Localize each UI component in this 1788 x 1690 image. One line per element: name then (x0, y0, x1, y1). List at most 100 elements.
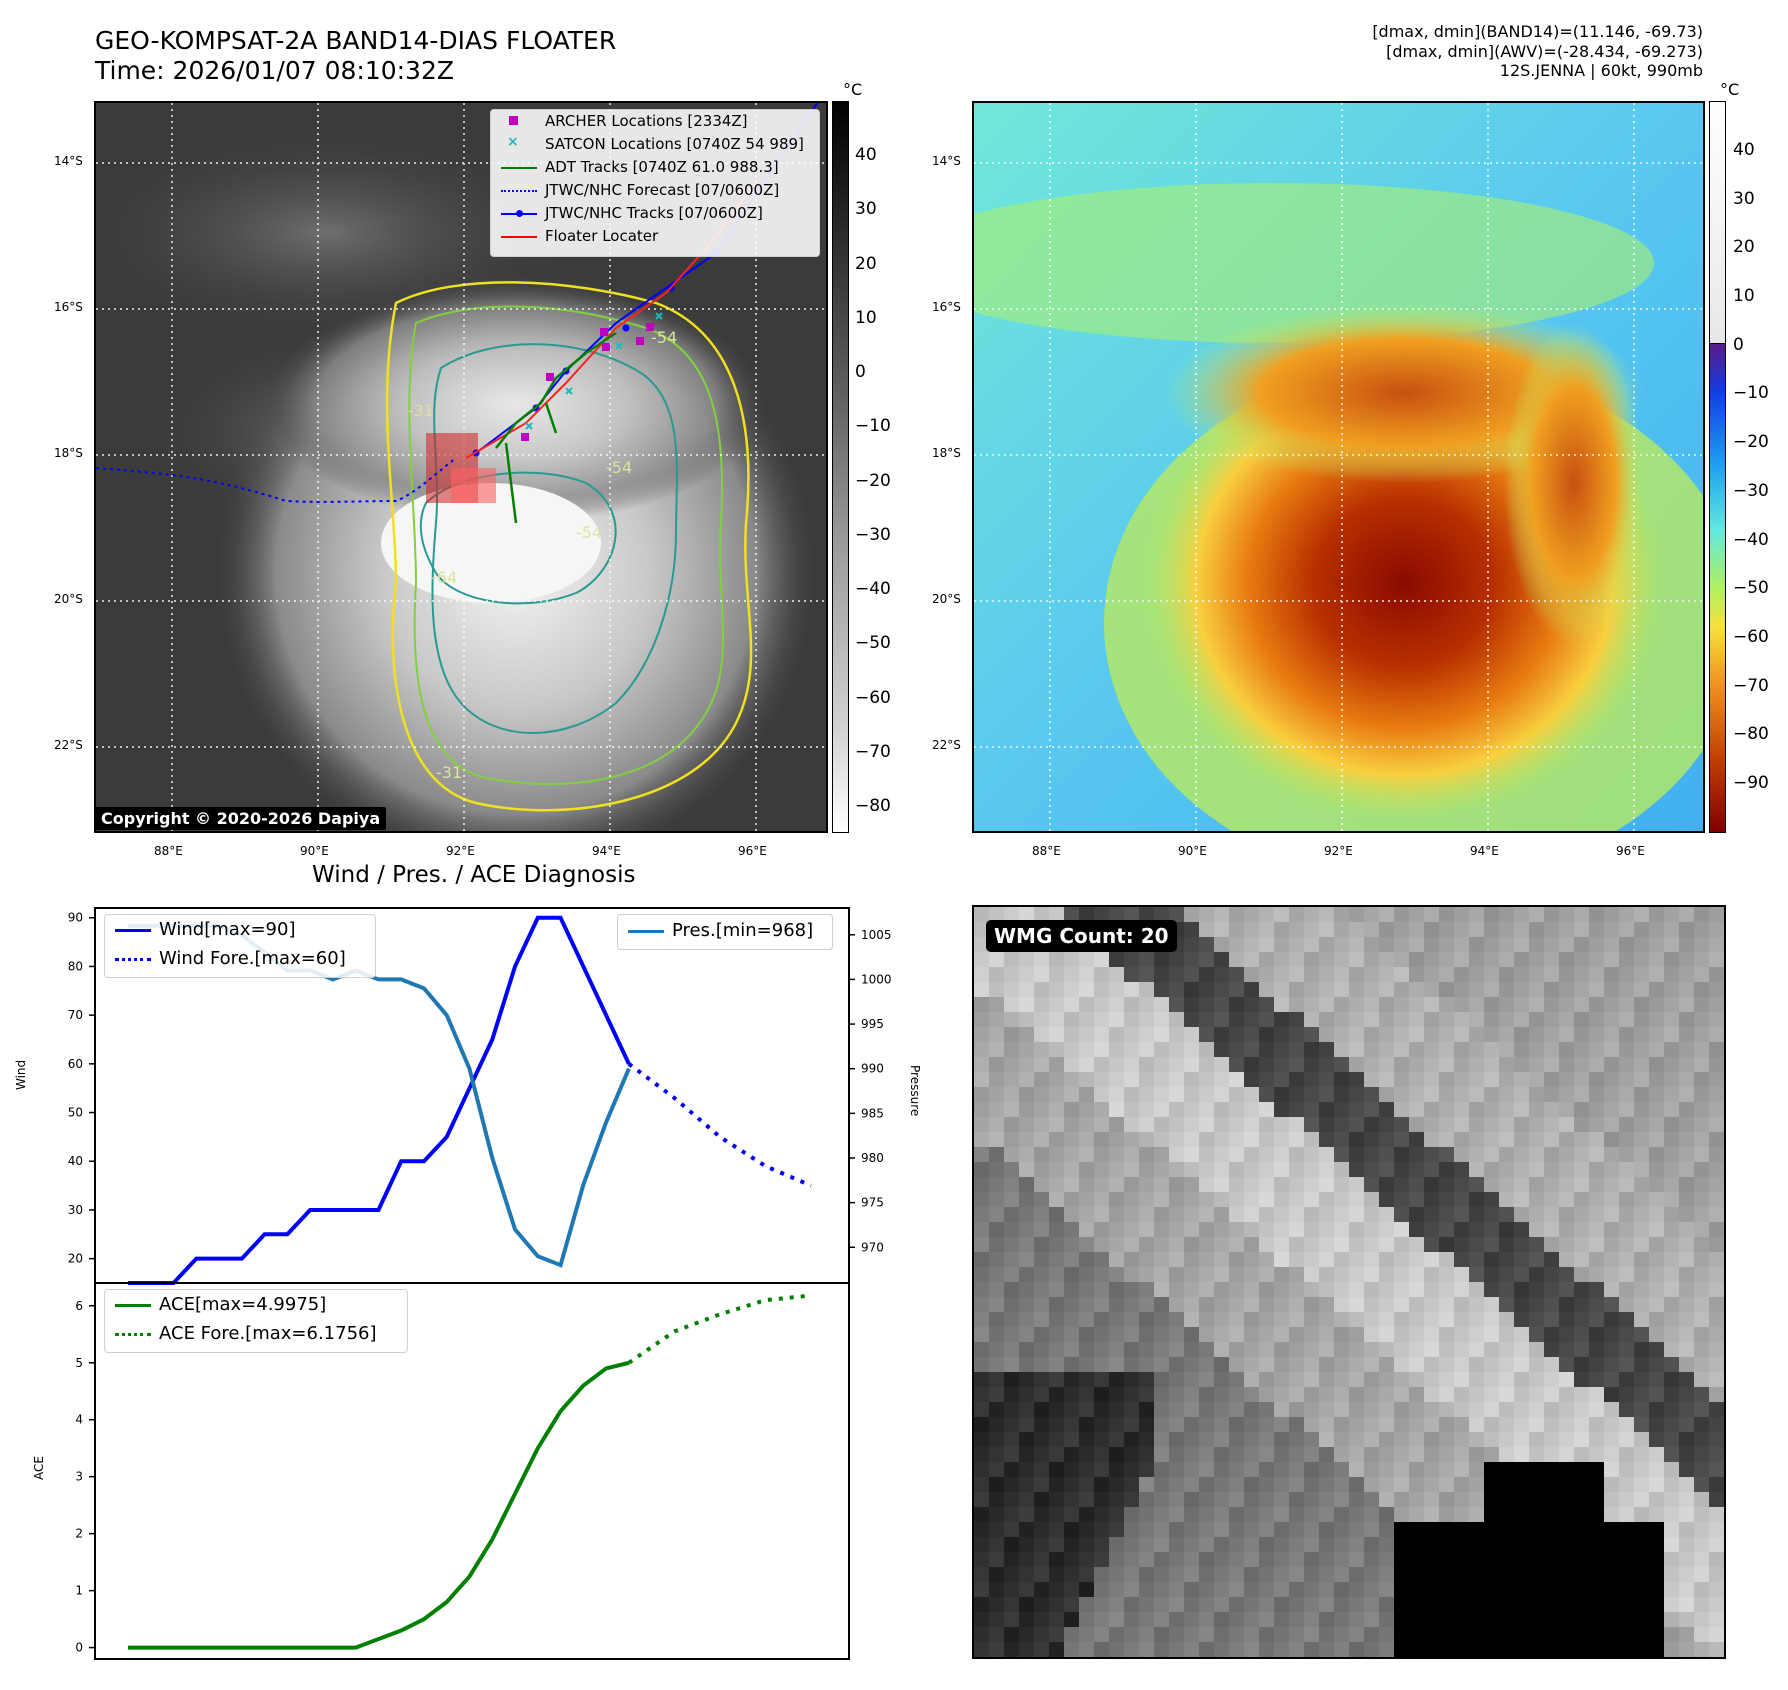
colorbar-tick: 20 (1733, 237, 1755, 258)
tick-label: 22°S (54, 738, 83, 752)
wind-legend: Wind[max=90] Wind Fore.[max=60] (104, 914, 376, 978)
wind-tick-label: 50 (68, 1106, 83, 1120)
colorbar-tick: 10 (1733, 286, 1755, 307)
tick-label: 18°S (932, 446, 961, 460)
tick-label: 22°S (932, 738, 961, 752)
tick-label: 20°S (932, 592, 961, 606)
series-line (128, 1360, 630, 1650)
tick-label: 92°E (446, 844, 475, 858)
ace-tick-label: 5 (75, 1356, 83, 1370)
tick-label: 20°S (54, 592, 83, 606)
pressure-tick-label: 1005 (861, 928, 892, 942)
series-line (627, 1062, 812, 1188)
pressure-tick-label: 970 (861, 1240, 884, 1254)
ace-tick-label: 6 (75, 1299, 83, 1313)
wind-tick-label: 40 (68, 1154, 83, 1168)
info-band14: [dmax, dmin](BAND14)=(11.146, -69.73) (1372, 22, 1703, 41)
colorbar-tick: 20 (855, 253, 877, 274)
tick-label: 18°S (54, 446, 83, 460)
info-awv: [dmax, dmin](AWV)=(-28.434, -69.273) (1386, 41, 1703, 61)
colorbar-tick: −30 (855, 524, 891, 545)
colorbar-tick: −40 (1733, 529, 1769, 550)
tick-label: 14°S (54, 154, 83, 168)
tick-label: 90°E (1178, 844, 1207, 858)
colorbar-tick: −90 (1733, 773, 1769, 793)
awv-colorbar-lower (1709, 343, 1726, 833)
colorbar-tick: −60 (1733, 626, 1769, 647)
tick-label: 88°E (1032, 844, 1061, 858)
wind-tick-label: 90 (68, 911, 83, 925)
pressure-axis-label: Pressure (908, 1065, 922, 1117)
contour-label: -54 (606, 458, 632, 477)
legend-item: Wind[max=90] (105, 915, 375, 944)
pressure-legend: Pres.[min=968] (617, 914, 833, 950)
ace-tick-label: 0 (75, 1641, 83, 1655)
wind-tick-label: 30 (68, 1203, 83, 1217)
tick-label: 14°S (932, 154, 961, 168)
legend-item: Pres.[min=968] (618, 915, 832, 947)
info-storm: 12S.JENNA | 60kt, 990mb (1499, 61, 1703, 80)
ace-tick-label: 3 (75, 1470, 83, 1484)
colorbar-tick: −30 (1733, 480, 1769, 501)
legend-item: ARCHER Locations [2334Z] (491, 110, 819, 133)
awv-colorbar-upper (1709, 101, 1726, 344)
legend-item: Floater Locater (491, 225, 819, 248)
wind-axis-label: Wind (14, 1059, 28, 1090)
tick-label: 88°E (154, 844, 183, 858)
colorbar-tick: 40 (1733, 140, 1755, 160)
ir-map-panel: -31 -54 -64 -54 -31 -54 ARCHER Locations… (94, 101, 828, 833)
legend-item: ACE[max=4.9975] (105, 1290, 407, 1319)
tick-label: 90°E (300, 844, 329, 858)
map-legend: ARCHER Locations [2334Z] × SATCON Locati… (490, 109, 820, 257)
colorbar-tick: 10 (855, 307, 877, 328)
legend-item: JTWC/NHC Tracks [07/0600Z] (491, 202, 819, 225)
figure-title: GEO-KOMPSAT-2A BAND14-DIAS FLOATER (95, 26, 617, 55)
pressure-tick-label: 985 (861, 1106, 884, 1120)
colorbar-tick: −80 (1733, 724, 1769, 745)
colorbar-tick: 30 (855, 199, 877, 220)
contour-label: -31 (436, 763, 462, 782)
ace-legend: ACE[max=4.9975] ACE Fore.[max=6.1756] (104, 1289, 408, 1353)
legend-item: JTWC/NHC Forecast [07/0600Z] (491, 179, 819, 202)
pressure-tick-label: 1000 (861, 972, 892, 986)
diagnosis-title: Wind / Pres. / ACE Diagnosis (312, 862, 636, 888)
legend-item: ACE Fore.[max=6.1756] (105, 1319, 407, 1348)
pressure-tick-label: 995 (861, 1017, 884, 1031)
colorbar-tick: −50 (855, 633, 891, 654)
ir-colorbar-unit: °C (843, 80, 863, 99)
tick-label: 96°E (1616, 844, 1645, 858)
ace-axis-label: ACE (32, 1456, 46, 1480)
pressure-tick-label: 980 (861, 1151, 884, 1165)
pressure-tick-label: 990 (861, 1062, 884, 1076)
tick-label: 16°S (54, 300, 83, 314)
colorbar-tick: −70 (1733, 675, 1769, 696)
contour-label: -64 (431, 568, 457, 587)
tick-label: 16°S (932, 300, 961, 314)
wind-tick-label: 70 (68, 1008, 83, 1022)
contour-label: -54 (576, 523, 602, 542)
ir-colorbar (832, 101, 849, 833)
tick-label: 96°E (738, 844, 767, 858)
ace-tick-label: 1 (75, 1584, 83, 1598)
ace-tick-label: 2 (75, 1527, 83, 1541)
series-line (627, 1293, 812, 1365)
colorbar-tick: −70 (855, 741, 891, 762)
pressure-tick-label: 975 (861, 1196, 884, 1210)
wmg-panel (972, 905, 1726, 1659)
colorbar-tick: −80 (855, 796, 891, 816)
colorbar-tick: 30 (1733, 188, 1755, 209)
colorbar-tick: 40 (855, 145, 877, 165)
wind-tick-label: 80 (68, 959, 83, 973)
colorbar-tick: 0 (855, 362, 866, 382)
contour-label: -31 (408, 401, 434, 420)
colorbar-tick: −20 (1733, 432, 1769, 453)
wind-tick-label: 20 (68, 1252, 83, 1266)
tick-label: 94°E (592, 844, 621, 858)
copyright-badge: Copyright © 2020-2026 Dapiya (95, 807, 387, 830)
wind-tick-label: 60 (68, 1057, 83, 1071)
tick-label: 94°E (1470, 844, 1499, 858)
ace-tick-label: 4 (75, 1413, 83, 1427)
colorbar-tick: −10 (1733, 383, 1769, 404)
colorbar-tick: −40 (855, 579, 891, 599)
tick-label: 92°E (1324, 844, 1353, 858)
